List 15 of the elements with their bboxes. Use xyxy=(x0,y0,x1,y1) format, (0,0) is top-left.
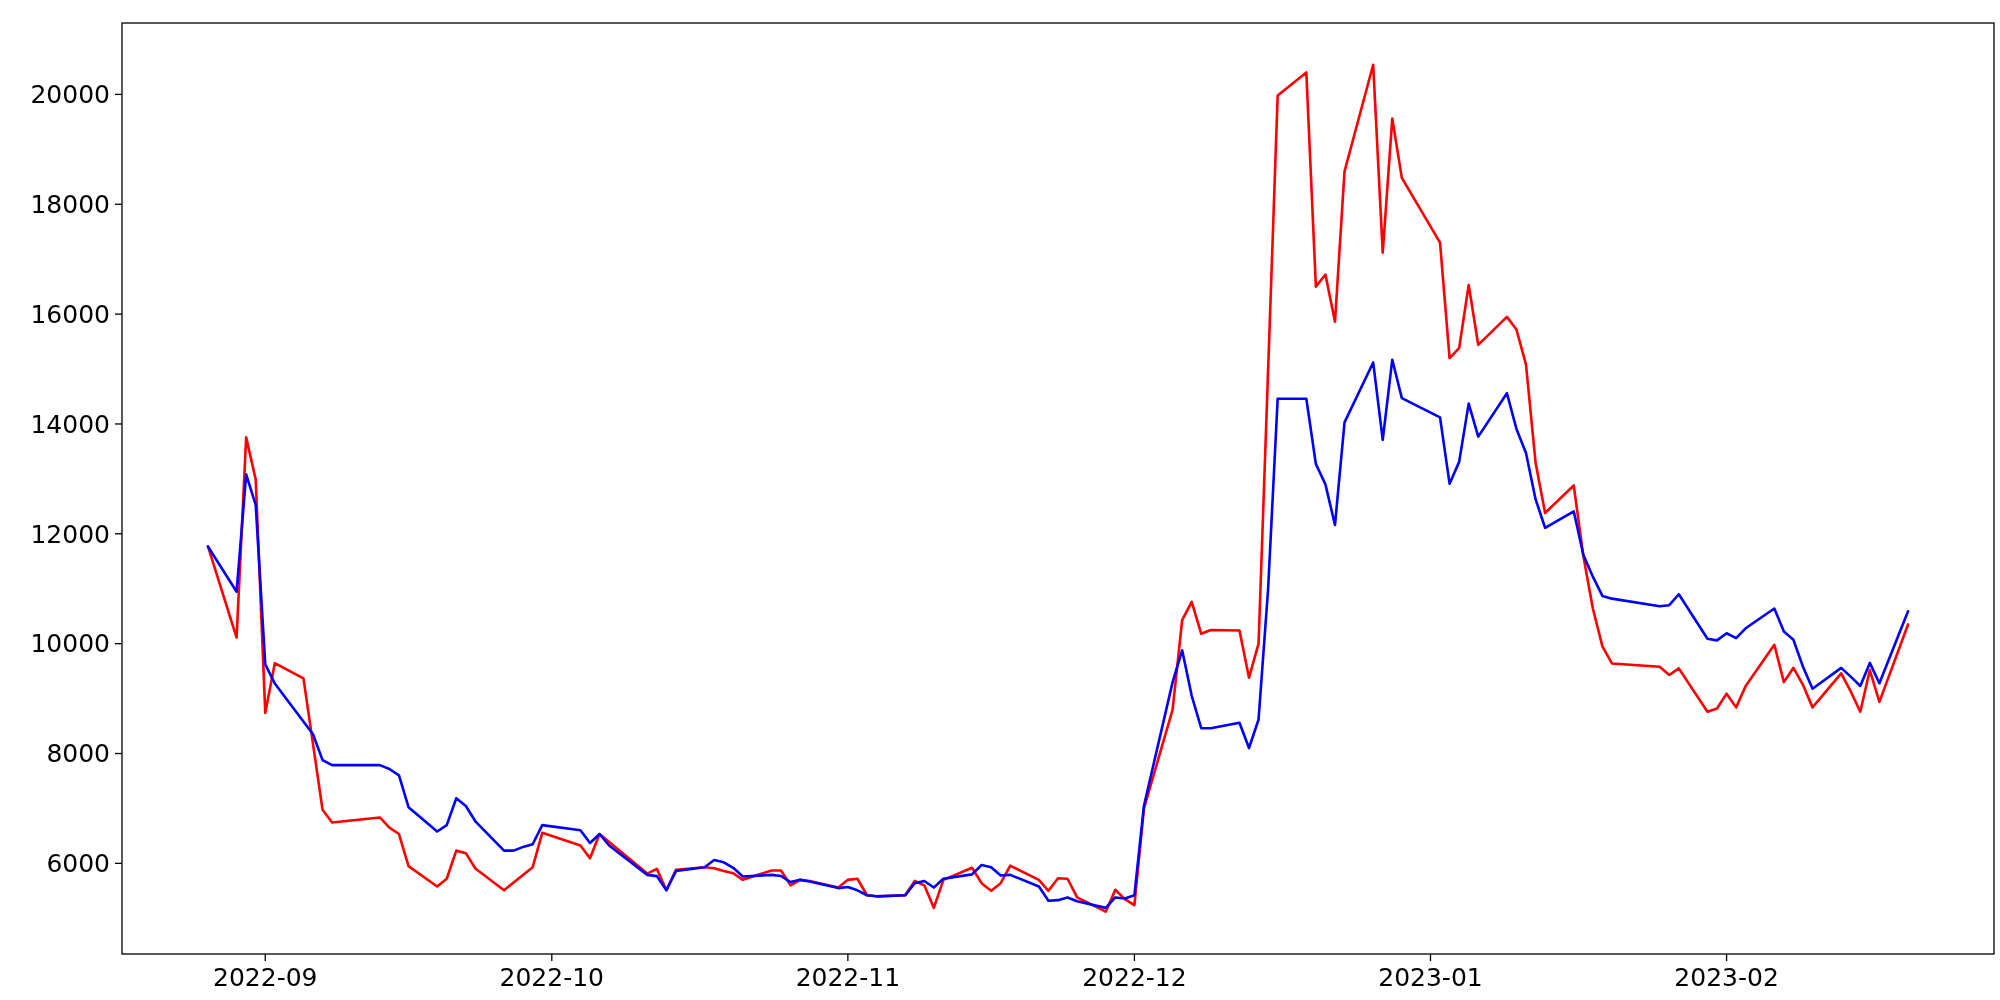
y-tick-label: 16000 xyxy=(30,299,110,329)
x-tick-label: 2023-01 xyxy=(1378,963,1483,992)
y-tick-label: 14000 xyxy=(30,409,110,439)
line-series xyxy=(206,358,1910,910)
y-tick-label: 10000 xyxy=(30,629,110,659)
y-tick-label: 20000 xyxy=(30,80,110,110)
x-tick-label: 2022-11 xyxy=(795,963,901,992)
x-tick-label: 2022-10 xyxy=(499,963,605,992)
y-tick-label: 6000 xyxy=(46,849,110,879)
x-tick-label: 2023-02 xyxy=(1674,963,1779,992)
x-tick-label: 2022-12 xyxy=(1082,963,1187,992)
x-tick-label: 2022-09 xyxy=(213,963,318,992)
y-tick-label: 18000 xyxy=(30,190,110,220)
y-tick-label: 8000 xyxy=(46,739,110,769)
y-tick-label: 12000 xyxy=(30,519,110,549)
